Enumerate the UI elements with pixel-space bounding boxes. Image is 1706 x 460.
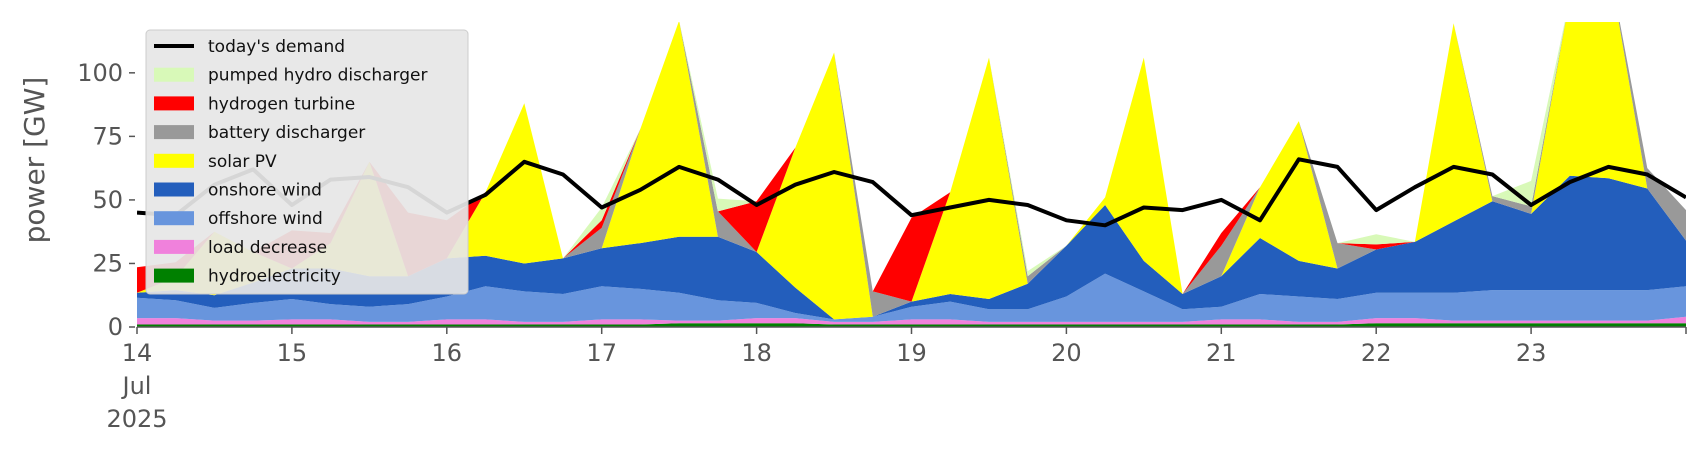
y-tick-label: 50 <box>92 186 123 214</box>
area-offshore-wind <box>137 273 1686 322</box>
legend-swatch <box>154 239 194 254</box>
x-tick-label: 18 <box>741 339 772 367</box>
legend-label: load decrease <box>208 238 327 258</box>
legend-swatch <box>154 211 194 226</box>
legend-box <box>145 29 469 295</box>
x-tick-label: 15 <box>277 339 308 367</box>
x-tick-label: 17 <box>586 339 617 367</box>
legend-item-battery-discharger: battery discharger <box>154 123 365 143</box>
x-tick-label: 22 <box>1361 339 1392 367</box>
legend-label: onshore wind <box>208 181 322 201</box>
legend-item-hydroelectricity: hydroelectricity <box>154 267 341 287</box>
legend-swatch <box>154 268 194 283</box>
x-tick-label: 20 <box>1051 339 1082 367</box>
legend-label: offshore wind <box>208 209 323 229</box>
legend-swatch <box>154 125 194 140</box>
area-solar-pv <box>137 22 1686 320</box>
stacked-areas <box>137 22 1686 327</box>
legend-swatch <box>154 96 194 111</box>
y-tick-label: 75 <box>92 122 123 150</box>
axes: 0 25 50 75 100 14 Jul 2025 15 16 17 18 19 20 21 22 23 <box>77 59 1687 433</box>
legend-item-load-decrease: load decrease <box>154 238 327 258</box>
legend: today's demand pumped hydro discharger hyd… <box>145 29 469 295</box>
legend-label: pumped hydro discharger <box>208 66 427 86</box>
legend-label: hydroelectricity <box>208 267 341 287</box>
legend-label: today's demand <box>208 37 345 57</box>
y-tick-label: 25 <box>92 249 123 277</box>
legend-item-solar-pv: solar PV <box>154 152 277 172</box>
y-tick-label: 100 <box>77 59 123 87</box>
legend-item-onshore-wind: onshore wind <box>154 181 322 201</box>
x-tick-label: 19 <box>896 339 927 367</box>
x-tick-label: 23 <box>1516 339 1547 367</box>
x-tick-label: 16 <box>432 339 463 367</box>
x-tick-label: 2025 <box>106 405 167 433</box>
legend-swatch <box>154 182 194 197</box>
area-hydroelectricity <box>137 323 1686 327</box>
area-hydrogen-turbine <box>137 22 1686 302</box>
legend-swatch <box>154 67 194 82</box>
legend-label: solar PV <box>208 152 277 172</box>
area-load-decrease <box>137 316 1686 325</box>
legend-swatch <box>154 153 194 168</box>
x-tick-label: Jul <box>121 372 152 400</box>
y-tick-label: 0 <box>108 313 123 341</box>
legend-label: battery discharger <box>208 123 365 143</box>
legend-item-offshore-wind: offshore wind <box>154 209 323 229</box>
area-onshore-wind <box>137 175 1686 320</box>
x-tick-label: 14 <box>122 339 153 367</box>
y-axis-label: power [GW] <box>18 77 51 244</box>
legend-item-pumped-hydro-discharger: pumped hydro discharger <box>154 66 427 86</box>
legend-item-hydrogen-turbine: hydrogen turbine <box>154 94 355 114</box>
legend-label: hydrogen turbine <box>208 94 355 114</box>
x-tick-label: 21 <box>1206 339 1237 367</box>
legend-item-today-s-demand: today's demand <box>154 37 345 57</box>
